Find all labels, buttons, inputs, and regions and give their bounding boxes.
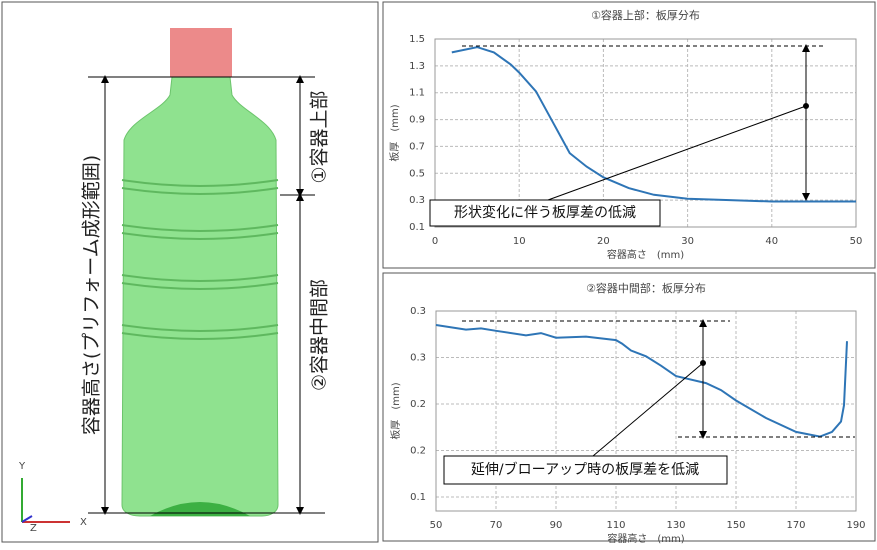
plot-frame	[434, 38, 857, 228]
y-tick-label: 0.3	[410, 306, 426, 317]
x-tick-label: 30	[681, 236, 694, 247]
x-tick-label: 70	[490, 520, 503, 531]
chart-title: ②容器中間部：板厚分布	[586, 281, 706, 295]
axis-z-label: Z	[30, 523, 37, 534]
x-tick-label: 0	[432, 236, 438, 247]
annotation-box	[443, 455, 728, 485]
y-axis-label: 板厚 (mm)	[388, 104, 401, 161]
middle-label: ②容器中間部	[309, 279, 331, 391]
axis-y-label: Y	[18, 461, 26, 472]
y-tick-label: 0.3	[409, 195, 425, 206]
cap	[170, 28, 232, 77]
y-tick-label: 1.3	[409, 61, 425, 72]
y-tick-label: 0.3	[410, 353, 426, 364]
x-axis-label: 容器高さ (mm)	[607, 532, 684, 545]
axis-x-label: X	[80, 517, 87, 528]
annotation-box	[429, 199, 661, 227]
x-tick-label: 20	[597, 236, 610, 247]
x-tick-label: 90	[550, 520, 563, 531]
x-axis-label: 容器高さ (mm)	[607, 248, 684, 261]
line	[435, 324, 848, 438]
plot-frame	[435, 310, 857, 512]
axis-z	[21, 515, 33, 523]
y-tick-label: 1.1	[409, 88, 425, 99]
line	[451, 46, 856, 203]
x-tick-label: 150	[726, 520, 745, 531]
y-tick-label: 0.2	[410, 399, 426, 410]
height-label: 容器高さ(プリフォーム成形範囲)	[81, 155, 103, 435]
y-tick-label: 0.2	[410, 446, 426, 457]
body	[121, 76, 279, 517]
y-tick-label: 0.1	[409, 222, 425, 233]
y-axis-label: 板厚 (mm)	[389, 382, 402, 439]
x-tick-label: 10	[513, 236, 526, 247]
annotation-lines	[462, 44, 855, 457]
bottle	[121, 28, 279, 517]
x-tick-label: 130	[666, 520, 685, 531]
x-tick-label: 170	[786, 520, 805, 531]
x-tick-label: 50	[850, 236, 863, 247]
y-tick-label: 1.5	[409, 34, 425, 45]
y-tick-label: 0.9	[409, 115, 425, 126]
x-tick-label: 50	[430, 520, 443, 531]
upper-label: ①容器上部	[309, 90, 331, 183]
chart-panel	[382, 1, 876, 269]
chart-panel	[382, 272, 876, 542]
annotation: 形状変化に伴う板厚差の低減	[454, 204, 636, 221]
y-tick-label: 0.7	[409, 141, 425, 152]
x-tick-label: 110	[606, 520, 625, 531]
y-tick-label: 0.1	[410, 492, 426, 503]
y-tick-label: 0.5	[409, 168, 425, 179]
annotation: 延伸/ブローアップ時の板厚差を低減	[471, 461, 699, 478]
chart-title: ①容器上部：板厚分布	[591, 8, 700, 22]
x-tick-label: 190	[846, 520, 865, 531]
dimension	[88, 75, 325, 515]
x-tick-label: 40	[765, 236, 778, 247]
